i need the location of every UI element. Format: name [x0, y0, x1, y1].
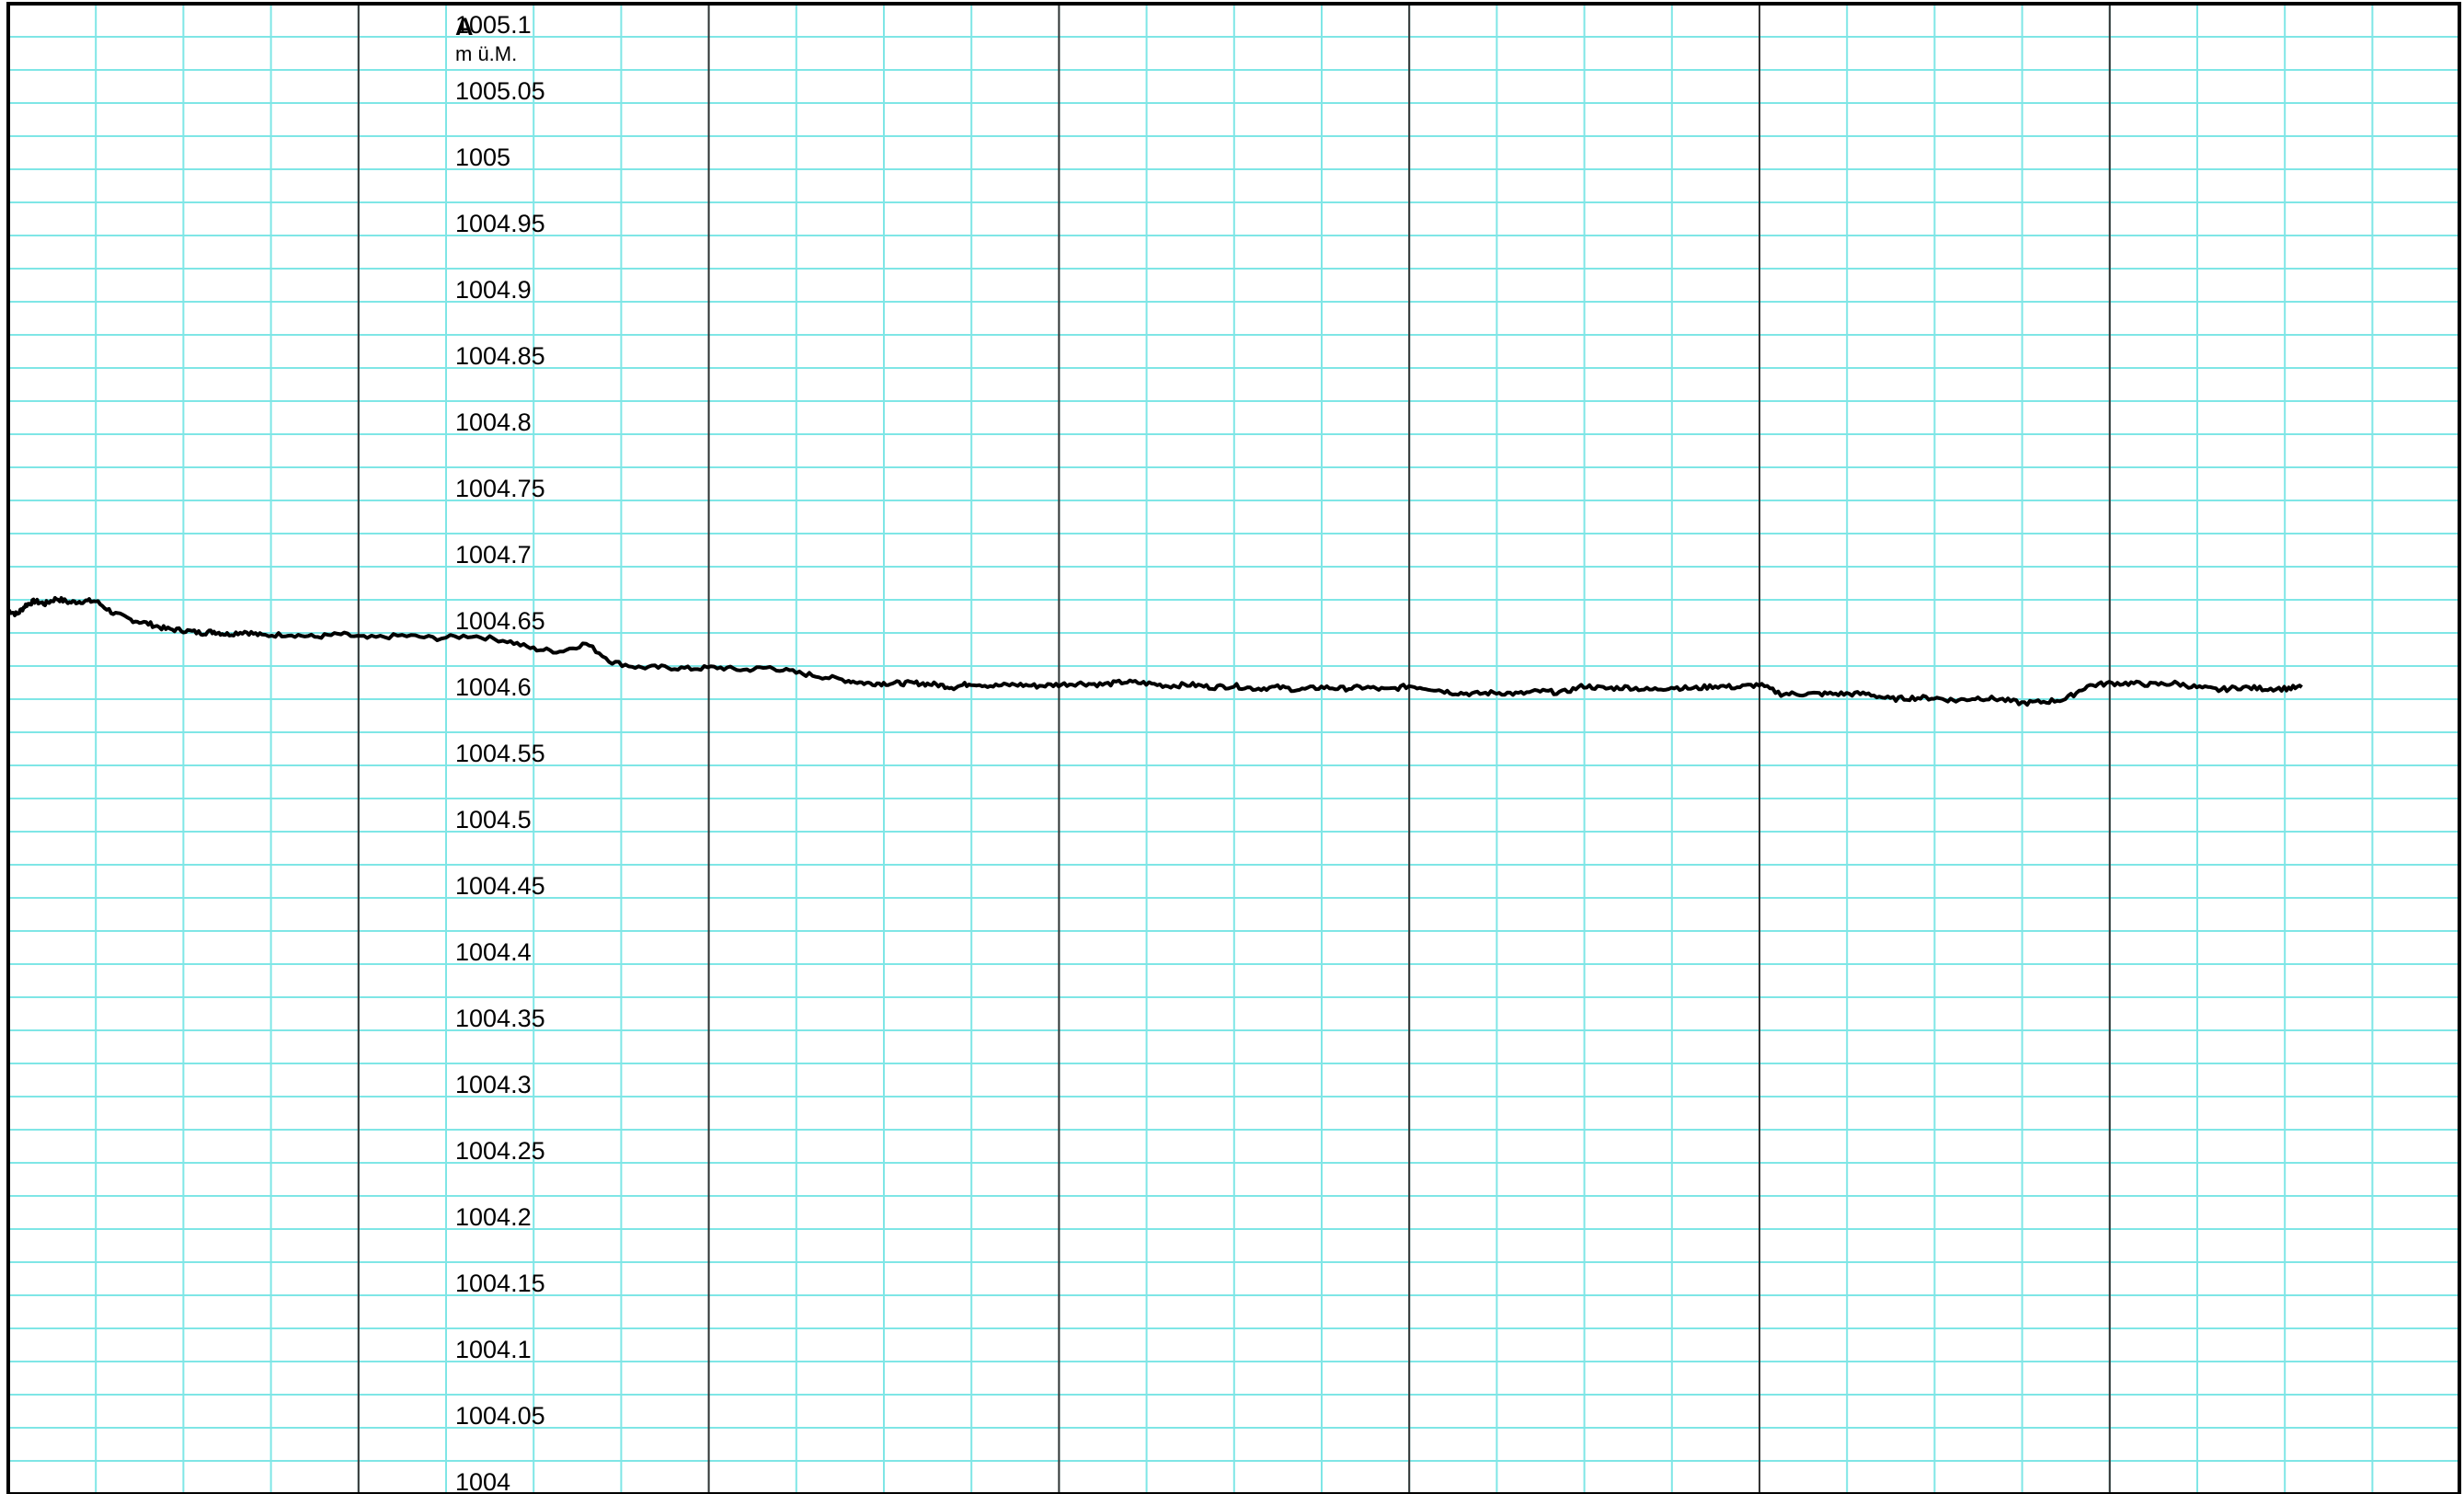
y-tick-label: 1004.9 — [455, 276, 532, 304]
y-tick-label: 1005.1 — [455, 11, 532, 39]
y-tick-label: 1004.4 — [455, 938, 532, 966]
y-tick-label: 1004.85 — [455, 342, 545, 370]
y-tick-label: 1004.75 — [455, 475, 545, 502]
y-tick-label: 1004.3 — [455, 1071, 532, 1098]
y-axis-title: A — [455, 13, 474, 40]
y-tick-label: 1004.45 — [455, 872, 545, 900]
y-tick-label: 1004.65 — [455, 607, 545, 635]
y-tick-labels: 1004 1004.05 1004.1 1004.15 1004.2 1004.25 100… — [455, 11, 545, 1494]
series-line-0 — [7, 595, 2303, 707]
y-tick-label: 1004.25 — [455, 1137, 545, 1165]
y-tick-label: 1004.7 — [455, 541, 532, 569]
y-tick-label: 1004.6 — [455, 673, 532, 701]
y-tick-label: 1004.95 — [455, 210, 545, 237]
series-layer — [7, 595, 2303, 707]
y-tick-label: 1004.8 — [455, 408, 532, 436]
y-tick-label: 1004 — [455, 1468, 510, 1494]
plot-frame — [6, 2, 2461, 1494]
y-tick-label: 1004.5 — [455, 806, 532, 833]
y-tick-label: 1004.05 — [455, 1402, 545, 1430]
y-tick-label: 1004.2 — [455, 1203, 532, 1231]
y-tick-label: 1005.05 — [455, 77, 545, 105]
y-tick-label: 1004.15 — [455, 1270, 545, 1297]
y-tick-label: 1004.35 — [455, 1005, 545, 1032]
y-tick-label: 1004.55 — [455, 740, 545, 767]
y-axis-unit: m ü.M. — [455, 42, 517, 65]
major-grid — [357, 4, 2111, 1494]
y-tick-label: 1005 — [455, 144, 510, 171]
y-tick-label: 1004.1 — [455, 1336, 532, 1363]
